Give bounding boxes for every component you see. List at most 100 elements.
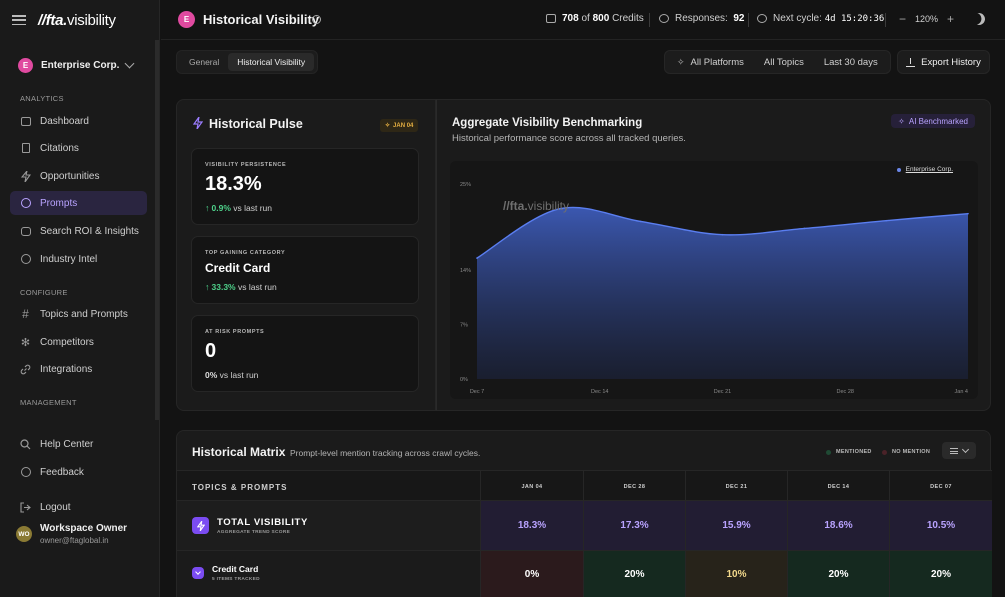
matrix-cell[interactable]: 18.6% [787,501,889,550]
section-label-management: MANAGEMENT [20,398,77,407]
matrix-cell[interactable]: 10% [685,551,787,597]
user-email: owner@ftaglobal.in [40,536,109,545]
row-sub: AGGREGATE TREND SCORE [217,530,291,535]
download-icon [906,57,916,67]
sidebar-item-label: Integrations [40,363,93,375]
topic-filter-label: All Topics [763,56,804,68]
sidebar-header: //fta.visibility [0,0,159,40]
x-tick-label: Dec 14 [591,389,608,395]
org-badge: E [18,57,33,73]
user-profile[interactable]: WO Workspace Owner owner@ftaglobal.in [16,523,127,545]
matrix-cell[interactable]: 20% [889,551,992,597]
data-point [803,227,806,230]
table-row[interactable]: Credit Card 5 ITEMS TRACKED 0% 20% 10% 2… [177,551,992,597]
matrix-cell[interactable]: 18.3% [480,501,583,550]
sidebar-item-label: Search ROI & Insights [40,225,139,237]
table-row[interactable]: TOTAL VISIBILITY AGGREGATE TREND SCORE 1… [177,501,992,551]
sidebar-item-citations[interactable]: Citations [10,136,147,160]
legend-swatch [896,167,901,172]
matrix-cell[interactable]: 0% [480,551,583,597]
date-range-filter[interactable]: Last 30 days [824,57,878,68]
column-header[interactable]: DEC 14 [787,471,889,502]
pulse-date-chip: ✧ JAN 04 [380,119,419,132]
matrix-cell[interactable]: 10.5% [889,501,992,550]
stat-card-visibility-persistence: VISIBILITY PERSISTENCE 18.3% ↑ 0.9% vs la… [191,148,419,225]
chevron-down-icon[interactable] [192,567,204,579]
stat-value: 0 [205,340,217,362]
matrix-cell[interactable]: 20% [583,551,685,597]
org-name: Enterprise Corp. [41,59,120,71]
sidebar-item-prompts[interactable]: Prompts [10,191,147,215]
zoom-level: 120% [915,14,939,24]
sidebar-item-topics-prompts[interactable]: # Topics and Prompts [10,302,147,326]
stat-delta-suffix: vs last run [237,282,277,292]
info-icon[interactable]: i [312,15,321,24]
sidebar-item-label: Opportunities [40,170,100,182]
user-name: Workspace Owner [40,523,128,534]
chat-icon [659,14,669,23]
column-header[interactable]: JAN 04 [480,471,583,502]
sidebar-item-label: Citations [40,142,79,154]
sparkle-icon: ✧ [677,56,685,67]
stat-label: VISIBILITY PERSISTENCE [205,162,287,168]
bolt-icon [192,517,209,534]
sidebar-item-search-roi[interactable]: Search ROI & Insights [10,219,147,243]
sidebar-item-industry-intel[interactable]: Industry Intel [10,247,147,271]
row-name: Credit Card [212,564,259,574]
tab-historical-visibility[interactable]: Historical Visibility [228,53,315,71]
y-tick-label: 14% [460,268,471,274]
credits-label: Credits [612,13,644,24]
column-header[interactable]: DEC 28 [583,471,685,502]
column-header[interactable]: DEC 21 [685,471,787,502]
sidebar-item-logout[interactable]: Logout [10,495,147,519]
sidebar-item-feedback[interactable]: Feedback [10,460,147,484]
sidebar-item-dashboard[interactable]: Dashboard [10,109,147,133]
sidebar-item-integrations[interactable]: Integrations [10,357,147,381]
sidebar-scrollbar[interactable] [155,40,159,420]
watermark-mark: //fta. [503,199,528,213]
tab-general[interactable]: General [189,57,220,67]
data-point [721,233,724,236]
cycle-label: Next cycle: [773,13,822,24]
theme-toggle-moon-icon[interactable] [971,11,987,27]
topic-filter[interactable]: All Topics [764,57,804,68]
menu-icon[interactable] [12,13,26,27]
data-point [476,257,478,259]
globe-icon [20,254,31,265]
watermark-word: visibility [527,199,570,213]
sidebar-item-label: Prompts [40,197,78,209]
responses-counter: Responses: 92 [659,13,745,24]
platform-filter[interactable]: ✧ All Platforms [677,57,744,68]
sidebar-item-competitors[interactable]: ✻ Competitors [10,330,147,354]
legend-label: Enterprise Corp. [905,166,953,173]
matrix-view-menu[interactable] [942,442,976,459]
stat-delta-value: 0.9% [211,203,231,213]
matrix-cell[interactable]: 17.3% [583,501,685,550]
y-tick-label: 25% [460,182,471,188]
sidebar-item-opportunities[interactable]: Opportunities [10,164,147,188]
matrix-cell[interactable]: 20% [787,551,889,597]
search-icon [20,438,31,450]
org-switcher[interactable]: E Enterprise Corp. [10,52,147,78]
matrix-cell[interactable]: 15.9% [685,501,787,550]
zoom-in-button[interactable]: + [947,12,955,26]
credits-total: 800 [592,13,610,24]
sidebar-item-help-center[interactable]: Help Center [10,432,147,456]
section-label-configure: CONFIGURE [20,288,68,297]
app-logo[interactable]: //fta.visibility [38,12,116,29]
divider [649,13,650,27]
legend-swatch [882,449,887,455]
sparkle-icon: ✧ [385,123,391,129]
legend-swatch [826,449,831,455]
benchmark-title: Aggregate Visibility Benchmarking [452,117,643,129]
area-chart: 25% 14% 7% 0%Dec 7 Dec 14 Dec 21 Dec 28 Jan 4 [460,182,969,395]
column-header[interactable]: DEC 07 [889,471,992,502]
sparkle-icon: ✻ [20,336,31,349]
cycle-value: 4d 15:20:36 [824,13,885,24]
zoom-out-button[interactable]: − [899,12,907,26]
date-range-label: Last 30 days [823,56,878,68]
export-history-button[interactable]: Export History [897,50,990,74]
sidebar-item-label: Dashboard [40,115,89,127]
benchmark-panel: Aggregate Visibility Benchmarking Histor… [436,99,991,411]
responses-label: Responses: [675,13,728,24]
